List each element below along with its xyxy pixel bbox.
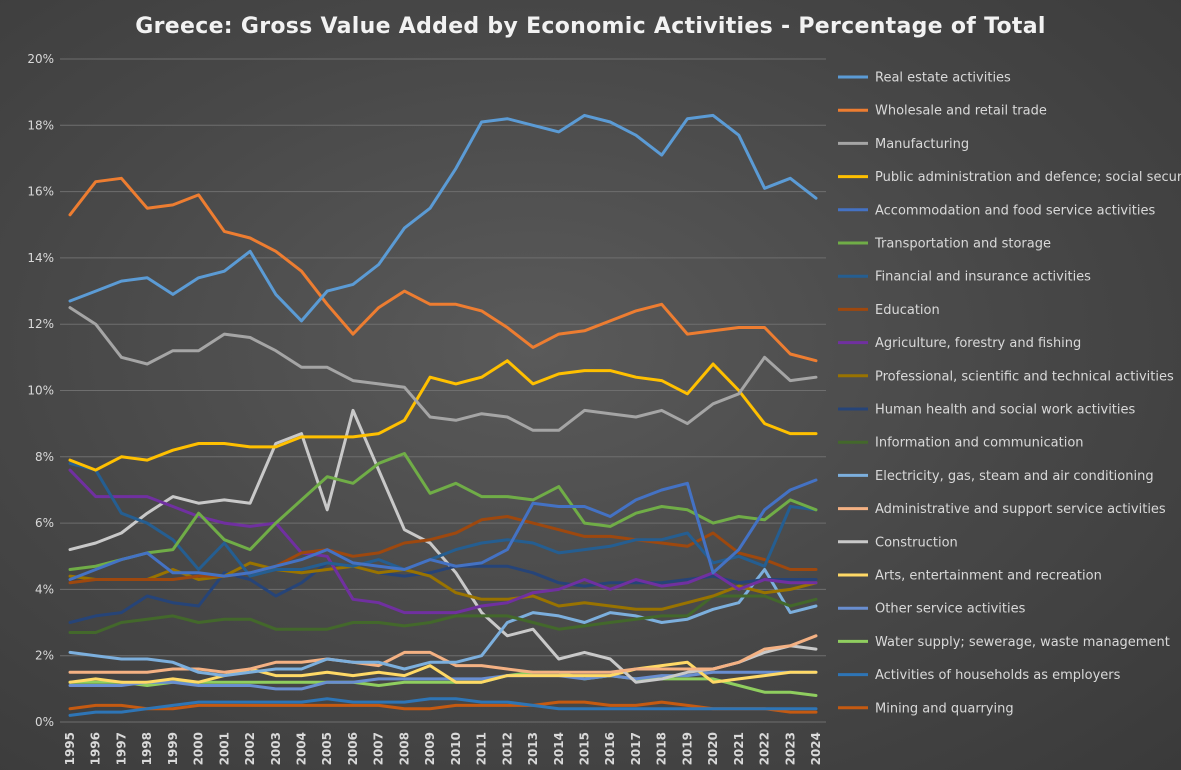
series-line	[68, 452, 818, 571]
x-tick-label: 2024	[809, 732, 823, 765]
x-tick-label: 2000	[192, 732, 206, 765]
legend-label: Education	[875, 303, 940, 318]
series-lines	[68, 113, 818, 717]
x-tick-label: 2017	[629, 732, 643, 765]
x-tick-label: 2022	[758, 732, 772, 765]
y-tick-label: 8%	[35, 450, 54, 464]
series-line	[68, 359, 818, 472]
x-tick-label: 2020	[706, 732, 720, 765]
x-tick-label: 2013	[526, 732, 540, 765]
x-tick-label: 2007	[372, 732, 386, 765]
series-line	[68, 515, 818, 585]
x-tick-label: 2018	[655, 732, 669, 765]
legend-label: Manufacturing	[875, 137, 969, 152]
legend-label: Arts, entertainment and recreation	[875, 569, 1102, 584]
legend-label: Human health and social work activities	[875, 403, 1136, 418]
series-line	[68, 594, 818, 634]
series-line	[68, 306, 818, 432]
legend-label: Mining and quarrying	[875, 701, 1014, 716]
x-tick-label: 1997	[114, 732, 128, 765]
gridlines	[60, 58, 826, 723]
series-line	[68, 468, 818, 615]
x-tick-label: 2006	[346, 732, 360, 765]
x-tick-label: 2015	[577, 732, 591, 765]
x-tick-label: 2019	[680, 732, 694, 765]
x-tick-label: 2011	[475, 732, 489, 765]
legend-label: Other service activities	[875, 602, 1026, 617]
series-line	[68, 408, 818, 684]
x-tick-label: 2012	[500, 732, 514, 765]
legend-label: Agriculture, forestry and fishing	[875, 336, 1081, 351]
series-line	[68, 697, 818, 717]
series-line	[68, 634, 818, 674]
x-tick-label: 1998	[140, 732, 154, 765]
x-tick-label: 2001	[217, 732, 231, 765]
series-line	[68, 113, 818, 323]
y-tick-label: 18%	[27, 118, 54, 132]
x-tick-label: 2005	[320, 732, 334, 765]
legend-label: Real estate activities	[875, 71, 1011, 86]
y-tick-label: 4%	[35, 582, 54, 596]
series-line	[68, 561, 818, 624]
x-tick-label: 2003	[269, 732, 283, 765]
x-axis-ticks: 1995 1996 1997 1998 1999 2000 2001 2002 2003 2004…	[63, 732, 823, 765]
x-tick-label: 2016	[603, 732, 617, 765]
x-tick-label: 1999	[166, 732, 180, 765]
y-tick-label: 6%	[35, 516, 54, 530]
x-tick-label: 1996	[89, 732, 103, 765]
legend-label: Financial and insurance activities	[875, 270, 1091, 285]
series-line	[68, 568, 818, 678]
y-tick-label: 0%	[35, 715, 54, 729]
y-tick-label: 20%	[27, 52, 54, 66]
legend-label: Administrative and support service activ…	[875, 502, 1166, 517]
y-tick-label: 14%	[27, 251, 54, 265]
x-tick-label: 2010	[449, 732, 463, 765]
y-axis-ticks: 0% 2% 4% 6% 8% 10% 12% 14% 16% 18% 20%	[27, 52, 54, 729]
x-tick-label: 2002	[243, 732, 257, 765]
chart-title: Greece: Gross Value Added by Economic Ac…	[135, 14, 1046, 39]
legend-label: Information and communication	[875, 436, 1084, 451]
legend-label: Activities of households as employers	[875, 668, 1121, 683]
legend-label: Water supply; sewerage, waste management	[875, 635, 1170, 650]
legend-label: Public administration and defence; socia…	[875, 170, 1181, 185]
legend-label: Professional, scientific and technical a…	[875, 369, 1174, 384]
y-tick-label: 10%	[27, 384, 54, 398]
series-line	[68, 670, 818, 691]
series-line	[68, 478, 818, 581]
x-tick-label: 2023	[783, 732, 797, 765]
legend: Real estate activities Wholesale and reta…	[838, 71, 1181, 716]
series-line	[68, 660, 818, 684]
legend-label: Transportation and storage	[874, 237, 1051, 252]
legend-label: Electricity, gas, steam and air conditio…	[875, 469, 1154, 484]
x-tick-label: 1995	[63, 732, 77, 765]
x-tick-label: 2009	[423, 732, 437, 765]
series-line	[68, 700, 818, 714]
x-tick-label: 2021	[732, 732, 746, 765]
x-tick-label: 2004	[295, 732, 309, 765]
legend-label: Accommodation and food service activitie…	[875, 203, 1155, 218]
y-tick-label: 12%	[27, 317, 54, 331]
x-tick-label: 2014	[552, 732, 566, 765]
y-tick-label: 16%	[27, 185, 54, 199]
legend-label: Construction	[875, 535, 958, 550]
series-line	[68, 176, 818, 363]
legend-label: Wholesale and retail trade	[875, 104, 1047, 119]
x-tick-label: 2008	[397, 732, 411, 765]
series-line	[68, 461, 818, 578]
y-tick-label: 2%	[35, 649, 54, 663]
